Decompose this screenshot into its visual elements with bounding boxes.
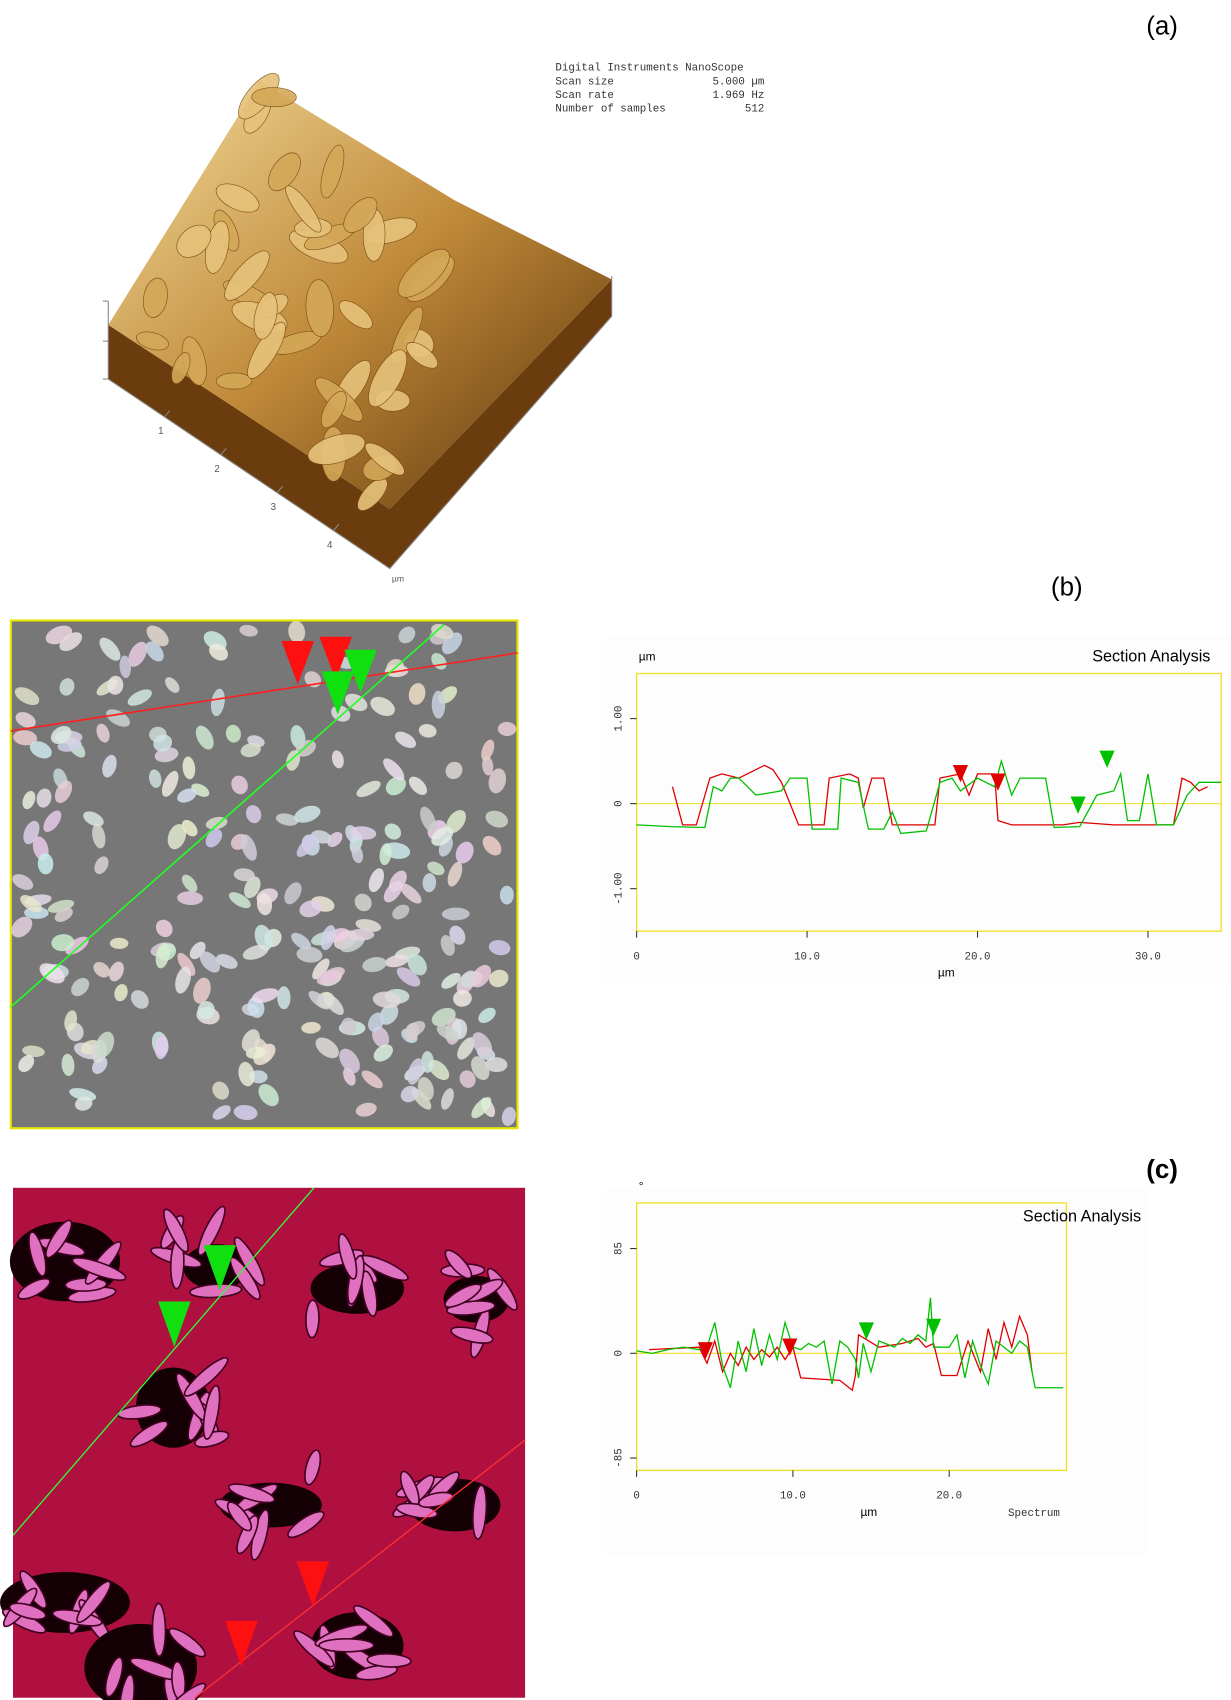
axis-tick-label: 3 (271, 502, 276, 513)
grain (216, 373, 252, 390)
info-value: 1.969 Hz (712, 90, 764, 102)
grain (305, 1300, 319, 1338)
x-tick-label: 10.0 (794, 951, 820, 963)
y-tick-label: -1.00 (613, 872, 625, 904)
y-tick-label: 0 (613, 1350, 625, 1357)
grain (319, 1639, 374, 1652)
panel-label: (a) (1146, 11, 1178, 41)
surface-plot: 1 2 3 4 µm (103, 67, 612, 583)
grain (252, 87, 297, 107)
scan-info: Digital Instruments NanoScope Scan size 5… (555, 62, 764, 115)
x-tick-label: 0 (633, 1491, 640, 1503)
grain (110, 938, 129, 949)
axis-unit: µm (392, 573, 404, 583)
y-tick-label: -85 (613, 1448, 625, 1467)
y-unit: µm (639, 650, 656, 664)
x-tick-label: 0 (633, 951, 640, 963)
info-key: Scan rate (555, 90, 613, 102)
info-key: Number of samples (555, 104, 665, 116)
page: (a) (b) (c) Digital Instruments NanoScop… (0, 0, 1231, 1700)
grain (277, 986, 290, 1009)
y-unit: ° (639, 1179, 644, 1193)
axis-tick-label: 2 (214, 464, 219, 475)
y-tick-label: 0 (613, 800, 625, 807)
info-key: Scan size (555, 77, 613, 89)
axis-tick-label: 1 (158, 426, 163, 437)
figure: (a) (b) (c) Digital Instruments NanoScop… (0, 0, 1231, 1700)
x-tick-label: 20.0 (965, 951, 991, 963)
y-tick-label: 85 (613, 1242, 625, 1255)
info-value: 512 (745, 104, 764, 116)
axis-tick-label: 4 (327, 540, 333, 551)
x-axis-label: µm (860, 1505, 877, 1519)
x-tick-label: 30.0 (1135, 951, 1161, 963)
note: Spectrum (1008, 1508, 1060, 1520)
panel-label: (c) (1146, 1154, 1178, 1184)
info-value: 5.000 µm (712, 77, 764, 89)
x-tick-label: 20.0 (936, 1491, 962, 1503)
phase-image (0, 1188, 525, 1700)
height-image (7, 620, 518, 1129)
x-tick-label: 10.0 (780, 1491, 806, 1503)
chart-title: Section Analysis (1023, 1207, 1141, 1225)
info-title: Digital Instruments NanoScope (555, 62, 743, 74)
x-axis-label: µm (938, 966, 955, 980)
chart-title: Section Analysis (1092, 648, 1210, 666)
panel-label: (b) (1051, 572, 1083, 602)
y-tick-label: 1.00 (613, 706, 625, 732)
grain (152, 1603, 166, 1656)
